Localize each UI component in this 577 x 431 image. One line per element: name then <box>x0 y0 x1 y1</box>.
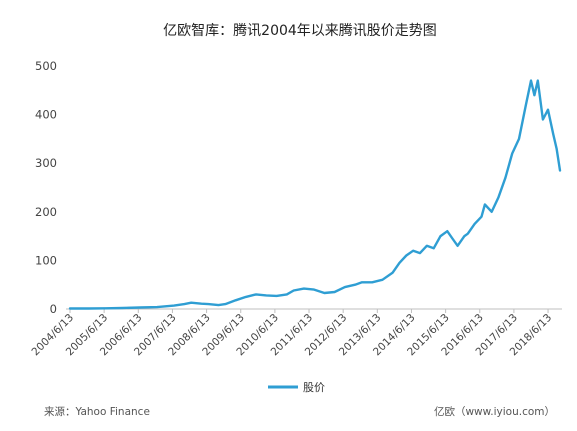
series-line-stock-price <box>68 79 562 310</box>
legend-label: 股价 <box>303 381 325 394</box>
y-tick-label: 500 <box>35 59 57 73</box>
credit-note: 亿欧（www.iyiou.com） <box>434 405 555 418</box>
y-tick-label: 200 <box>35 205 57 219</box>
legend: 股价 <box>268 381 325 394</box>
x-axis: 2004/6/132005/6/132006/6/132007/6/132008… <box>30 309 554 358</box>
source-note: 来源：Yahoo Finance <box>44 405 150 418</box>
chart-title: 亿欧智库：腾讯2004年以来腾讯股价走势图 <box>163 22 437 39</box>
y-axis: 0 100 200 300 400 500 <box>35 59 57 316</box>
y-tick-label: 100 <box>35 253 57 267</box>
y-tick-label: 400 <box>35 108 57 122</box>
y-tick-label: 300 <box>35 156 57 170</box>
y-tick-label: 0 <box>50 302 57 316</box>
